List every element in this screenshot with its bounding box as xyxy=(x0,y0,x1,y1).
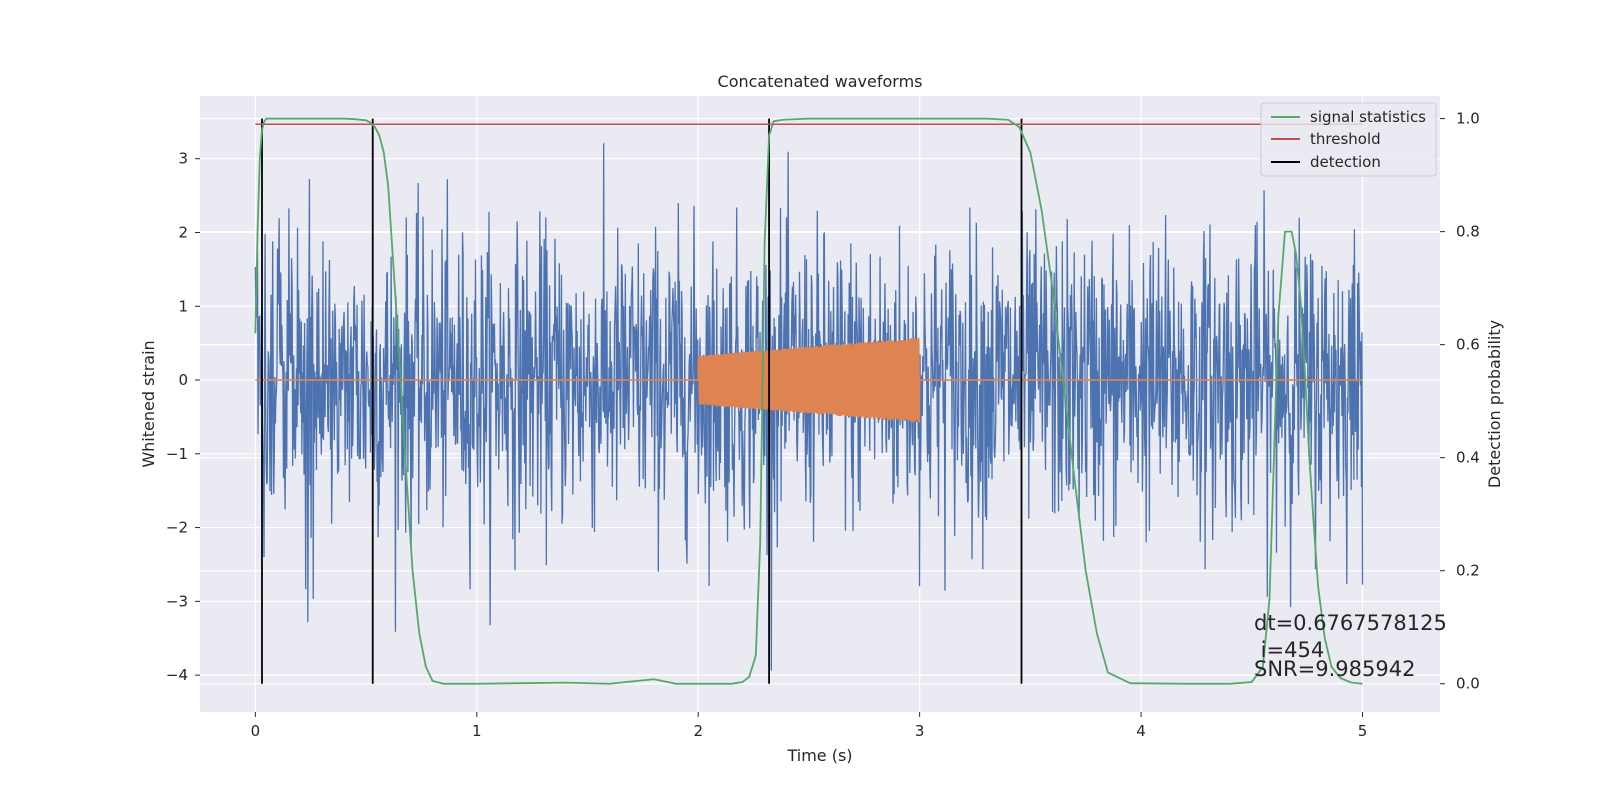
x-tick-label-1: 1 xyxy=(472,722,482,740)
y2-tick-label-3: 0.6 xyxy=(1456,336,1480,354)
series-signal-statistics xyxy=(254,117,1363,685)
y-axis-title: Whitened strain xyxy=(139,340,158,467)
series-injected-waveform xyxy=(255,337,1363,423)
y-tick-label-6: 2 xyxy=(178,223,188,241)
left-tick-labels: −4 −3 −2 −1 0 1 2 3 xyxy=(166,150,200,684)
legend-label-detection: detection xyxy=(1310,153,1381,171)
x-tick-label-3: 3 xyxy=(915,722,925,740)
legend: signal statistics threshold detection xyxy=(1260,102,1437,177)
y2-tick-label-4: 0.8 xyxy=(1456,223,1480,241)
y-tick-label-1: −3 xyxy=(166,592,188,610)
y-tick-label-4: 0 xyxy=(178,371,188,389)
y-tick-label-5: 1 xyxy=(178,297,188,315)
legend-box xyxy=(1260,102,1437,177)
y-tick-label-0: −4 xyxy=(166,666,188,684)
annotation-dt: dt=0.6767578125 xyxy=(1254,611,1447,635)
annotation-index: i=454 xyxy=(1254,638,1324,662)
y-tick-label-3: −1 xyxy=(166,445,188,463)
x-tick-labels: 0 1 2 3 4 5 xyxy=(251,712,1368,740)
y-tick-label-2: −2 xyxy=(166,519,188,537)
stats-annotation: dt=0.6767578125 i=454 SNR=9.985942 xyxy=(1254,611,1447,681)
legend-label-threshold: threshold xyxy=(1310,130,1381,148)
y2-tick-label-5: 1.0 xyxy=(1456,110,1480,128)
x-axis-title: Time (s) xyxy=(786,746,852,765)
chart-title: Concatenated waveforms xyxy=(718,72,923,91)
x-tick-label-2: 2 xyxy=(693,722,703,740)
y2-axis-title: Detection probability xyxy=(1485,320,1504,488)
series-layer xyxy=(254,117,1364,685)
legend-label-signal-statistics: signal statistics xyxy=(1310,108,1426,126)
x-tick-label-5: 5 xyxy=(1358,722,1368,740)
annotation-snr: SNR=9.985942 xyxy=(1254,657,1415,681)
x-tick-label-0: 0 xyxy=(251,722,261,740)
y2-tick-label-1: 0.2 xyxy=(1456,562,1480,580)
y-tick-label-7: 3 xyxy=(178,150,188,168)
right-tick-labels: 0.0 0.2 0.4 0.6 0.8 1.0 xyxy=(1440,110,1480,693)
y2-tick-label-2: 0.4 xyxy=(1456,449,1480,467)
x-tick-label-4: 4 xyxy=(1136,722,1146,740)
y2-tick-label-0: 0.0 xyxy=(1456,675,1480,693)
